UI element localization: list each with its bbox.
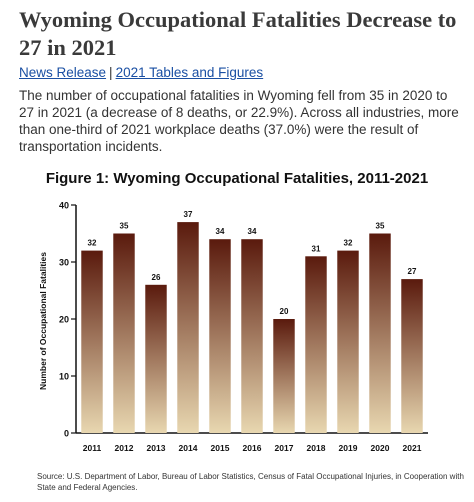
bar	[273, 319, 295, 433]
data-label: 35	[120, 222, 129, 231]
data-label: 26	[152, 273, 161, 282]
data-label: 34	[248, 227, 257, 236]
data-label: 31	[312, 244, 321, 253]
bar	[241, 239, 263, 433]
x-tick-label: 2015	[211, 443, 230, 453]
chart-title: Figure 1: Wyoming Occupational Fatalitie…	[45, 170, 429, 187]
x-tick-label: 2017	[275, 443, 294, 453]
x-tick-label: 2011	[83, 443, 102, 453]
lede-paragraph: The number of occupational fatalities in…	[19, 88, 459, 154]
bar	[305, 256, 327, 433]
link-separator: |	[109, 65, 113, 80]
bar	[81, 250, 103, 433]
y-tick-label: 0	[64, 429, 69, 439]
data-label: 37	[184, 210, 193, 219]
x-tick-label: 2014	[179, 443, 198, 453]
data-label: 35	[376, 222, 385, 231]
data-label: 27	[408, 267, 417, 276]
data-label: 32	[344, 239, 353, 248]
x-tick-label: 2016	[243, 443, 262, 453]
data-label: 20	[280, 307, 289, 316]
y-tick-label: 40	[59, 201, 69, 211]
data-label: 34	[216, 227, 225, 236]
link-bar: News Release | 2021 Tables and Figures	[19, 65, 263, 81]
bar	[113, 233, 135, 433]
tables-figures-link[interactable]: 2021 Tables and Figures	[115, 65, 264, 80]
x-tick-label: 2012	[115, 443, 134, 453]
bar	[337, 250, 359, 433]
y-axis-title: Number of Occupational Fatalities	[38, 252, 48, 390]
y-tick-label: 20	[59, 315, 69, 325]
data-label: 32	[88, 239, 97, 248]
news-release-link[interactable]: News Release	[19, 65, 107, 80]
x-tick-label: 2020	[371, 443, 390, 453]
y-tick-label: 10	[59, 372, 69, 382]
x-tick-label: 2021	[403, 443, 422, 453]
bar	[209, 239, 231, 433]
bar	[177, 222, 199, 433]
x-tick-label: 2013	[147, 443, 166, 453]
x-tick-label: 2019	[339, 443, 358, 453]
x-tick-label: 2018	[307, 443, 326, 453]
bar	[401, 279, 423, 433]
bar	[145, 284, 167, 433]
page-headline: Wyoming Occupational Fatalities Decrease…	[19, 7, 457, 60]
y-tick-label: 30	[59, 258, 69, 268]
bar	[369, 233, 391, 433]
chart-source-note: Source: U.S. Department of Labor, Bureau…	[37, 472, 464, 492]
